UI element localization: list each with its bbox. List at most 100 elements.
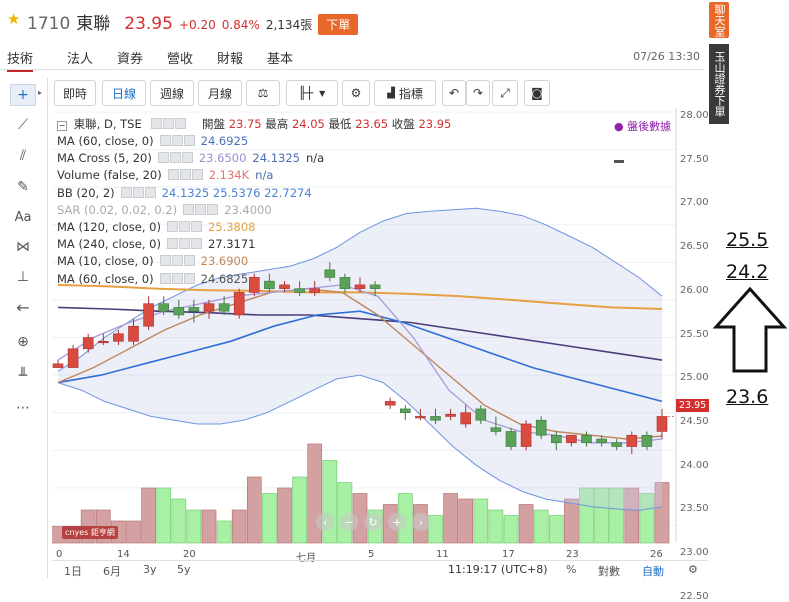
indicator-chart-icon: ▟ (387, 87, 395, 99)
screenshot-camera-icon[interactable]: ◙ (524, 80, 550, 106)
tab-institutional[interactable]: 法人 (67, 52, 94, 67)
reset-zoom-icon[interactable]: ↻ (364, 513, 382, 531)
indicator-eye-icon[interactable] (183, 203, 195, 215)
indicator-eye-icon[interactable] (159, 135, 171, 146)
range-6m-button[interactable]: 6月 (103, 565, 121, 578)
volume-bar (458, 498, 474, 544)
indicator-eye-icon[interactable] (166, 238, 178, 250)
legend-eye-icon[interactable] (151, 118, 163, 129)
indicator-settings-icon[interactable] (169, 152, 181, 164)
volume-bar (262, 493, 277, 544)
favorite-star-icon[interactable]: ★ (7, 10, 21, 28)
arrow-left-icon[interactable]: ← (16, 297, 30, 317)
tab-margin[interactable]: 資券 (117, 52, 144, 67)
indicator-eye-icon[interactable] (159, 255, 171, 267)
interval-monthly-button[interactable]: 月線 (198, 80, 242, 106)
zoom-controls: ‹ − ↻ + › (316, 513, 430, 531)
tool-expand-icon[interactable]: ▸ (38, 88, 43, 97)
indicator-settings-icon[interactable] (179, 169, 191, 181)
text-tool-icon[interactable]: Aa (14, 209, 32, 225)
candle-body (490, 427, 502, 432)
trendline-icon[interactable]: ⟋ (18, 117, 28, 133)
broker-order-button[interactable]: 玉山證券下單 (709, 44, 729, 124)
indicator-settings-icon[interactable] (132, 186, 144, 198)
brush-icon[interactable]: ✎ (17, 179, 29, 195)
indicator-eye-icon[interactable] (166, 221, 178, 232)
indicator-settings-icon[interactable] (178, 238, 190, 250)
chat-room-button[interactable]: 聊天室 (709, 2, 729, 38)
legend-settings-icon[interactable] (163, 118, 175, 129)
price-chart[interactable] (52, 108, 708, 563)
indicator-value: 24.1325 25.5376 22.7274 (161, 185, 312, 200)
log-scale-toggle[interactable]: 對數 (598, 565, 620, 578)
chevron-down-icon: ▼ (319, 88, 326, 98)
order-button[interactable]: 下單 (318, 14, 359, 35)
indicator-close-icon[interactable] (144, 186, 156, 198)
interval-weekly-button[interactable]: 週線 (150, 80, 194, 106)
pattern-icon[interactable]: ⋈ (16, 239, 30, 255)
fibonacci-icon[interactable]: ⫽ (19, 148, 27, 164)
range-1d-button[interactable]: 1日 (64, 565, 82, 578)
last-price-value: 23.95 (679, 400, 707, 411)
tab-technical[interactable]: 技術 (7, 48, 34, 72)
measure-icon[interactable]: ⊥ (16, 269, 30, 285)
indicator-close-icon[interactable] (183, 272, 195, 284)
indicator-eye-icon[interactable] (167, 169, 179, 181)
fullscreen-icon[interactable]: ⤢ (492, 80, 518, 106)
indicator-close-icon[interactable] (191, 169, 203, 181)
settings-gear-icon[interactable]: ⚙ (342, 80, 370, 106)
scroll-right-icon[interactable]: › (412, 513, 430, 531)
indicator-close-icon[interactable] (207, 203, 219, 215)
interval-intraday-button[interactable]: 即時 (54, 80, 96, 106)
axis-settings-gear-icon[interactable]: ⚙ (688, 563, 698, 576)
redo-icon[interactable]: ↷ (466, 80, 490, 106)
interval-daily-button[interactable]: 日線 (102, 80, 146, 106)
compare-icon[interactable]: ⚖ (246, 80, 280, 106)
tab-basic[interactable]: 基本 (267, 52, 294, 67)
legend-row-volume: Volume (false, 20) 2.134K n/a (57, 168, 273, 182)
range-5y-button[interactable]: 5y (177, 563, 191, 576)
volume-bar (201, 509, 217, 544)
zoom-in-button-icon[interactable]: + (388, 513, 406, 531)
collapse-legend-icon[interactable]: − (57, 121, 67, 131)
percent-scale-toggle[interactable]: % (566, 563, 577, 576)
indicator-settings-icon[interactable] (171, 272, 183, 284)
candle-body (581, 434, 592, 444)
range-3y-button[interactable]: 3y (143, 563, 157, 576)
indicator-settings-icon[interactable] (178, 221, 190, 232)
date-tick: 11 (436, 549, 449, 560)
indicator-close-icon[interactable] (190, 221, 202, 232)
chart-style-button[interactable]: ╟┼ ▼ (286, 80, 338, 106)
crosshair-icon[interactable]: + (10, 84, 36, 106)
indicator-eye-icon[interactable] (159, 272, 171, 284)
legend-close-icon[interactable] (175, 118, 187, 129)
indicators-button[interactable]: ▟ 指標 (374, 80, 436, 106)
zoom-out-icon[interactable]: − (340, 513, 358, 531)
legend-row-ma60: MA (60, close, 0) 24.6925 (57, 134, 248, 148)
ruler-icon[interactable]: ╨ (18, 368, 28, 384)
tab-revenue[interactable]: 營收 (167, 52, 194, 67)
indicator-close-icon[interactable] (190, 238, 202, 250)
indicator-close-icon[interactable] (181, 152, 193, 164)
indicator-value: 24.6825 (200, 271, 249, 286)
indicator-value: 24.1325 (252, 151, 300, 166)
candle-body (535, 419, 547, 436)
indicator-settings-icon[interactable] (171, 135, 183, 146)
volume-bar (141, 487, 156, 544)
scroll-left-icon[interactable]: ‹ (316, 513, 334, 531)
auto-scale-toggle[interactable]: 自動 (642, 565, 664, 578)
after-hours-toggle[interactable]: ● 盤後數據 (614, 118, 671, 134)
undo-icon[interactable]: ↶ (442, 80, 466, 106)
tab-financials[interactable]: 財報 (217, 52, 244, 67)
indicator-eye-icon[interactable] (120, 186, 132, 198)
price-tick: 26.50 (680, 241, 709, 253)
more-tools-icon[interactable]: ⋯ (16, 400, 30, 416)
volume-bar (186, 509, 202, 544)
indicator-eye-icon[interactable] (157, 152, 169, 164)
indicator-settings-icon[interactable] (195, 203, 207, 215)
indicator-close-icon[interactable] (183, 135, 195, 146)
indicator-close-icon[interactable] (183, 255, 195, 267)
zoom-in-icon[interactable]: ⊕ (17, 334, 29, 350)
legend-minimize-icon[interactable] (614, 160, 624, 163)
indicator-settings-icon[interactable] (171, 255, 183, 267)
